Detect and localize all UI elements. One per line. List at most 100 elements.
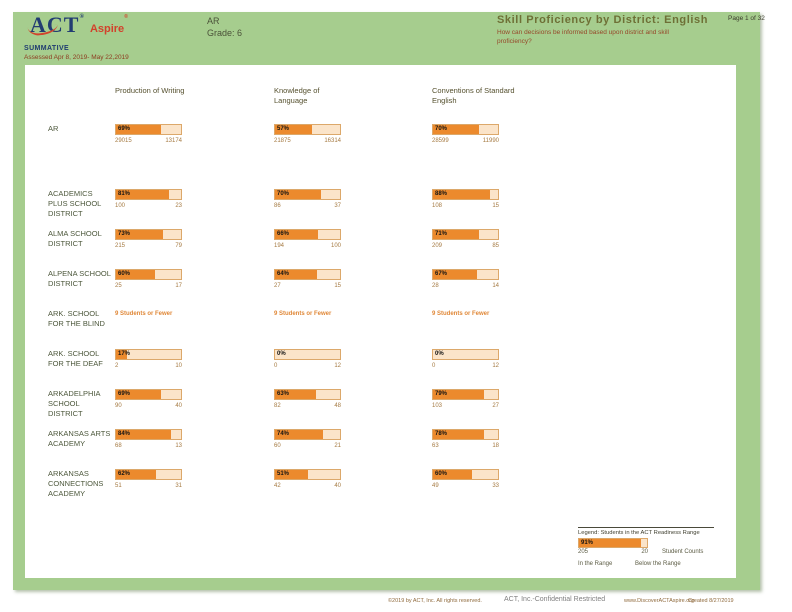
bar-fill xyxy=(275,430,324,439)
percent-label: 62% xyxy=(118,471,131,477)
aspire-logo-text: Aspire® xyxy=(89,14,128,35)
proficiency-bar: 70% xyxy=(274,189,341,200)
percent-label: 71% xyxy=(435,231,448,237)
in-range-count: 27 xyxy=(274,283,281,289)
proficiency-bar: 78% xyxy=(432,429,499,440)
table-row: AR 69% 29015 13174 57% 21875 16314 70% 285… xyxy=(25,124,736,144)
proficiency-bar: 73% xyxy=(115,229,182,240)
proficiency-bar: 69% xyxy=(115,389,182,400)
bar-fill xyxy=(116,230,164,239)
below-range-count: 40 xyxy=(334,483,341,489)
column-header-knowledge-of-language: Knowledge of Language xyxy=(274,86,320,105)
student-counts-label: Student Counts xyxy=(662,549,704,555)
bar-fill xyxy=(433,190,491,199)
row-label: ACADEMICS PLUS SCHOOL DISTRICT xyxy=(48,189,102,218)
in-range-count: 68 xyxy=(115,443,122,449)
region-label: AR xyxy=(207,16,220,26)
student-counts: 108 15 xyxy=(432,203,499,209)
row-label: ARK. SCHOOL FOR THE DEAF xyxy=(48,349,103,368)
percent-label: 60% xyxy=(118,271,131,277)
proficiency-cell: 57% 21875 16314 xyxy=(274,124,432,144)
in-range-count: 90 xyxy=(115,403,122,409)
below-range-label: Below the Range xyxy=(635,561,681,567)
student-counts: 90 40 xyxy=(115,403,182,409)
proficiency-cell: 60% 49 33 xyxy=(432,469,592,509)
student-counts: 25 17 xyxy=(115,283,182,289)
proficiency-bar: 57% xyxy=(274,124,341,135)
percent-label: 84% xyxy=(118,431,131,437)
proficiency-bar: 17% xyxy=(115,349,182,360)
bar-fill xyxy=(433,470,472,479)
proficiency-cell: 60% 25 17 xyxy=(115,269,274,309)
proficiency-bar: 0% xyxy=(432,349,499,360)
percent-label: 73% xyxy=(118,231,131,237)
proficiency-cell: 70% 28599 11990 xyxy=(432,124,592,144)
student-counts: 82 48 xyxy=(274,403,341,409)
percent-label: 66% xyxy=(277,231,290,237)
copyright-text: ©2019 by ACT, Inc. All rights reserved. xyxy=(388,598,482,604)
in-range-count: 29015 xyxy=(115,138,132,144)
student-counts: 100 23 xyxy=(115,203,182,209)
percent-label: 69% xyxy=(118,126,131,132)
bar-fill xyxy=(116,270,155,279)
student-counts: 209 85 xyxy=(432,243,499,249)
proficiency-bar: 88% xyxy=(432,189,499,200)
proficiency-bar: 63% xyxy=(274,389,341,400)
row-label: ALPENA SCHOOL DISTRICT xyxy=(48,269,111,288)
bar-fill xyxy=(433,125,479,134)
bar-fill xyxy=(275,390,316,399)
student-counts: 0 12 xyxy=(274,363,341,369)
registered-mark-icon: ® xyxy=(124,14,128,20)
proficiency-cell: 73% 215 79 xyxy=(115,229,274,269)
table-row: ARK. SCHOOL FOR THE BLIND 9 Students or … xyxy=(25,309,736,349)
below-range-count: 18 xyxy=(492,443,499,449)
column-headers: Production of Writing Knowledge of Langu… xyxy=(25,86,736,106)
below-range-count: 17 xyxy=(175,283,182,289)
below-range-count: 37 xyxy=(334,203,341,209)
proficiency-bar: 69% xyxy=(115,124,182,135)
bar-fill xyxy=(116,125,161,134)
in-range-count: 49 xyxy=(432,483,439,489)
proficiency-bar: 74% xyxy=(274,429,341,440)
percent-label: 60% xyxy=(435,471,448,477)
percent-label: 79% xyxy=(435,391,448,397)
in-range-count: 21875 xyxy=(274,138,291,144)
bar-fill xyxy=(433,230,480,239)
below-range-count: 40 xyxy=(175,403,182,409)
percent-label: 70% xyxy=(277,191,290,197)
proficiency-cell: 51% 42 40 xyxy=(274,469,432,509)
percent-label: 69% xyxy=(118,391,131,397)
bar-fill xyxy=(116,430,171,439)
row-label: ARKANSAS ARTS ACADEMY xyxy=(48,429,111,448)
column-header-production-of-writing: Production of Writing xyxy=(115,86,185,95)
website-text: www.DiscoverACTAspire.org xyxy=(624,598,695,604)
percent-label: 67% xyxy=(435,271,448,277)
proficiency-cell: 78% 63 18 xyxy=(432,429,592,469)
table-row: ACADEMICS PLUS SCHOOL DISTRICT 81% 100 23… xyxy=(25,189,736,229)
proficiency-cell: 67% 28 14 xyxy=(432,269,592,309)
in-range-count: 86 xyxy=(274,203,281,209)
student-counts: 27 15 xyxy=(274,283,341,289)
legend-counts: 205 20 Student Counts xyxy=(578,549,703,555)
in-range-count: 2 xyxy=(115,363,119,369)
in-range-count: 108 xyxy=(432,203,443,209)
proficiency-bar: 81% xyxy=(115,189,182,200)
confidential-text: ACT, Inc.-Confidential Restricted xyxy=(504,596,606,603)
below-range-count: 21 xyxy=(334,443,341,449)
below-range-count: 13174 xyxy=(165,138,182,144)
bar-fill xyxy=(275,470,309,479)
proficiency-cell: 71% 209 85 xyxy=(432,229,592,269)
percent-label: 57% xyxy=(277,126,290,132)
proficiency-cell: 0% 0 12 xyxy=(432,349,592,389)
in-range-count: 25 xyxy=(115,283,122,289)
proficiency-cell: 66% 194 100 xyxy=(274,229,432,269)
legend-range-labels: In the Range Below the Range xyxy=(578,561,714,569)
below-range-count: 33 xyxy=(492,483,499,489)
below-range-count: 48 xyxy=(334,403,341,409)
table-row: ALPENA SCHOOL DISTRICT 60% 25 17 64% 27 15… xyxy=(25,269,736,309)
bar-fill xyxy=(275,125,313,134)
grade-label: Grade: 6 xyxy=(207,28,243,39)
below-range-count: 20 xyxy=(641,549,648,555)
report-title: Skill Proficiency by District: English xyxy=(497,14,709,26)
legend: Legend: Students in the ACT Readiness Ra… xyxy=(578,527,714,569)
